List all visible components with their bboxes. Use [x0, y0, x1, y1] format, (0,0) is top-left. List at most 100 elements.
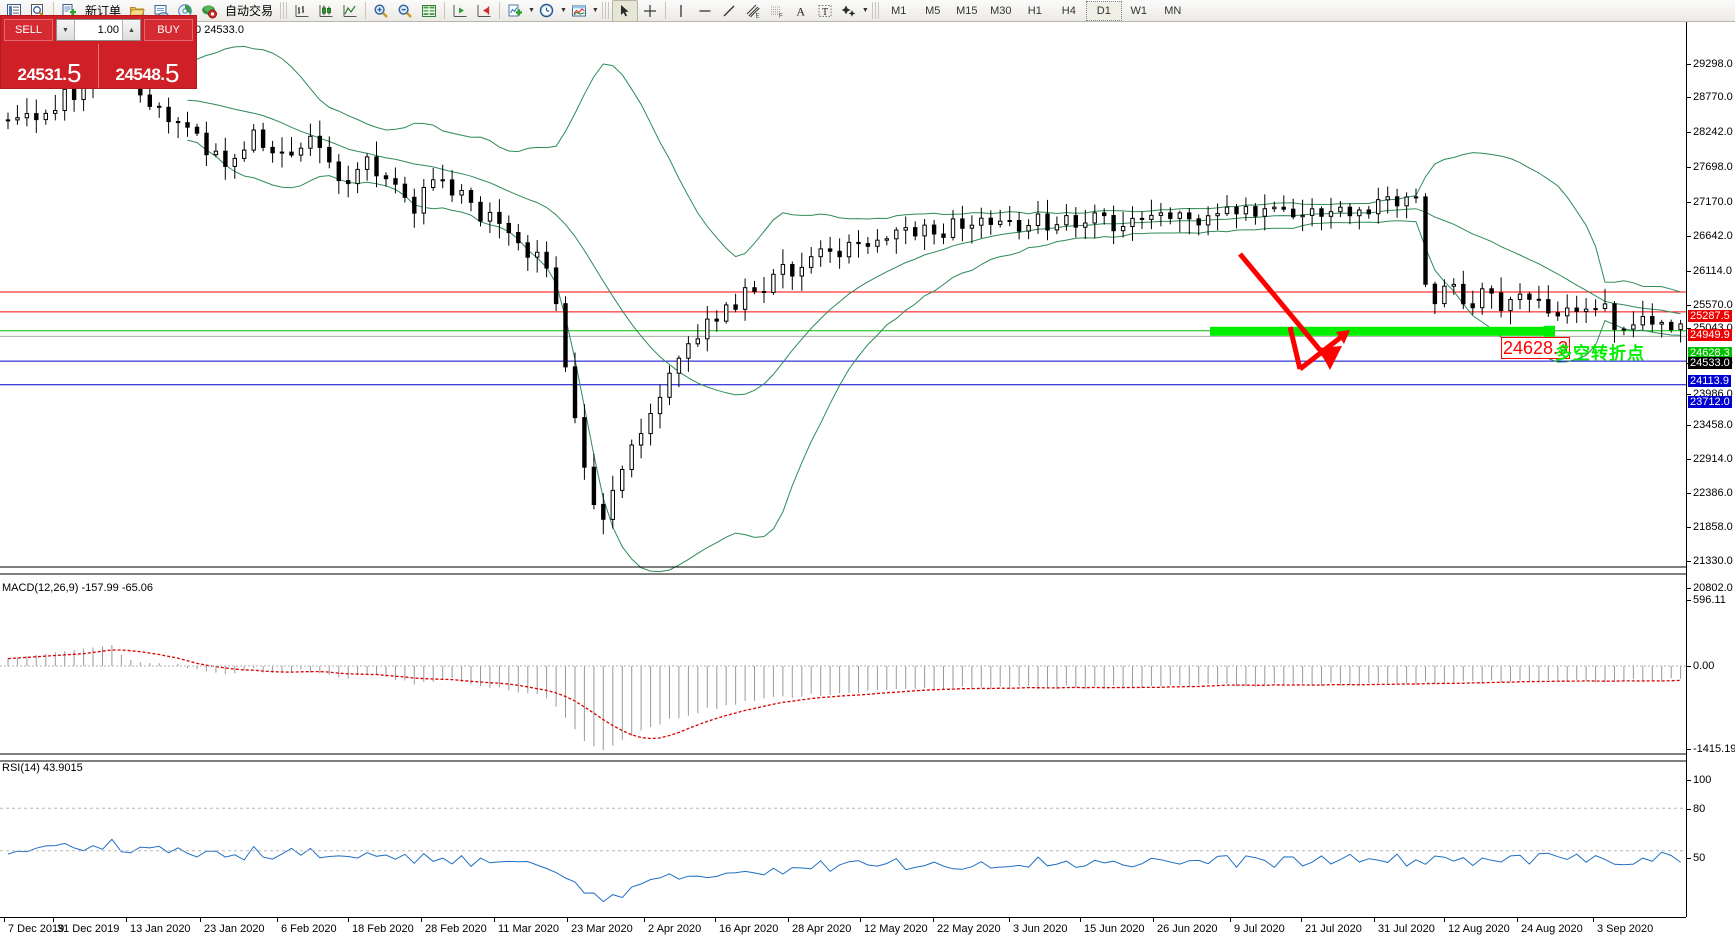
price-level-badge[interactable]: 24949.9 [1688, 329, 1732, 341]
grid-icon[interactable] [417, 1, 441, 21]
sell-button[interactable]: SELL [4, 19, 53, 41]
zoom-in-icon[interactable] [369, 1, 393, 21]
templates-icon[interactable] [567, 1, 591, 21]
buy-price-main: 24548 [115, 65, 161, 84]
price-axis-label: 28242.0 [1693, 126, 1733, 138]
price-level-badge[interactable]: 25287.5 [1688, 310, 1732, 322]
macd-scale-label: -1415.19 [1693, 743, 1735, 755]
cursor-icon[interactable] [611, 0, 638, 22]
date-axis-tick [4, 918, 5, 922]
chart-shift-icon[interactable] [472, 1, 496, 21]
date-axis-tick [1230, 918, 1231, 922]
chevron-down-icon[interactable]: ▼ [591, 7, 599, 14]
price-axis-label: 22914.0 [1693, 453, 1733, 465]
price-tag-annotation[interactable]: 24628.3 [1501, 337, 1571, 359]
toolbar-grip[interactable] [601, 2, 609, 19]
add-indicator-icon[interactable] [503, 1, 527, 21]
timeframe-m5-button[interactable]: M5 [925, 4, 941, 17]
date-axis-label: 28 Apr 2020 [792, 923, 852, 935]
sell-price[interactable]: 24531. 5 [1, 44, 98, 88]
price-axis[interactable]: 29298.0 28770.0 28242.0 27698.0 27170.0 26642… [1686, 22, 1735, 917]
toolbar-separator [444, 2, 446, 19]
zoom-out-icon[interactable] [393, 1, 417, 21]
date-axis-label: 18 Feb 2020 [352, 923, 414, 935]
buy-button[interactable]: BUY [144, 19, 193, 41]
date-axis-tick [1009, 918, 1010, 922]
horizontal-line-icon[interactable] [693, 1, 717, 21]
rsi-scale-label: 50 [1693, 852, 1706, 864]
volume-decrease-icon[interactable]: ▼ [57, 20, 75, 40]
date-axis-label: 16 Apr 2020 [719, 923, 779, 935]
date-axis-label: 23 Mar 2020 [571, 923, 633, 935]
timeframe-m1-button[interactable]: M1 [891, 4, 907, 17]
equidistant-channel-icon[interactable]: E [741, 1, 765, 21]
date-axis-label: 11 Mar 2020 [498, 923, 559, 935]
price-chart-canvas[interactable] [0, 22, 1686, 917]
date-axis-tick [277, 918, 278, 922]
price-tag-text: 24628.3 [1503, 338, 1569, 358]
price-axis-label: 26642.0 [1693, 230, 1733, 242]
vertical-line-icon[interactable] [669, 1, 693, 21]
price-axis-label: 21330.0 [1693, 555, 1733, 567]
auto-trading-label[interactable]: 自动交易 [225, 4, 274, 18]
trade-panel-controls: SELL ▼ 1.00 ▲ BUY [1, 16, 196, 44]
chevron-down-icon[interactable]: ▼ [559, 7, 567, 14]
chart-window[interactable]: HK50-,Daily 24566.0 24717.0 24471.0 2453… [0, 22, 1735, 942]
line-chart-icon[interactable] [338, 1, 362, 21]
chevron-down-icon[interactable]: ▼ [528, 7, 535, 14]
date-axis-label: 28 Feb 2020 [425, 923, 487, 935]
price-axis-label: 22386.0 [1693, 487, 1733, 499]
text-icon[interactable]: A [789, 1, 813, 21]
timeframe-group: M1 M5 M15 M30 H1 H4 D1 W1 MN [882, 0, 1190, 21]
price-level-badge[interactable]: 23712.0 [1688, 396, 1732, 408]
date-axis-tick [1444, 918, 1445, 922]
timeframe-h4-button[interactable]: H4 [1061, 4, 1076, 17]
date-axis-label: 31 Dec 2019 [57, 923, 120, 935]
new-order-label[interactable]: 新订单 [85, 4, 122, 18]
toolbar-grip[interactable] [280, 2, 288, 19]
auto-scroll-icon[interactable] [448, 1, 472, 21]
price-level-badge[interactable]: 24628.3 [1688, 347, 1732, 359]
timeframe-w1-button[interactable]: W1 [1130, 4, 1148, 17]
date-axis-label: 12 Aug 2020 [1448, 923, 1510, 935]
timeframe-m15-button[interactable]: M15 [956, 4, 978, 17]
date-axis-label: 3 Sep 2020 [1597, 923, 1654, 935]
sell-price-decimal: 5 [67, 58, 82, 88]
strategy-tester-icon[interactable] [173, 1, 197, 21]
toolbar-separator [365, 2, 367, 19]
auto-trading-icon[interactable] [197, 1, 221, 21]
toolbar-grip[interactable] [871, 2, 879, 19]
chevron-down-icon[interactable]: ▼ [861, 7, 869, 14]
date-axis-label: 26 Jun 2020 [1157, 923, 1218, 935]
buy-price[interactable]: 24548. 5 [98, 44, 196, 88]
crosshair-icon[interactable] [638, 1, 662, 21]
volume-increase-icon[interactable]: ▲ [122, 20, 140, 40]
date-axis-tick [348, 918, 349, 922]
one-click-trading-panel[interactable]: SELL ▼ 1.00 ▲ BUY 24531. 5 24548. 5 [0, 15, 197, 89]
timeframe-m30-button[interactable]: M30 [990, 4, 1012, 17]
timeframe-d1-button[interactable]: D1 [1085, 0, 1122, 21]
volume-input[interactable]: 1.00 [97, 24, 119, 36]
date-axis[interactable]: 7 Dec 2019 31 Dec 2019 13 Jan 2020 23 Jan 2… [0, 917, 1686, 943]
candlestick-chart-icon[interactable] [314, 1, 338, 21]
fibonacci-icon[interactable]: F [765, 1, 789, 21]
price-level-badge[interactable]: 24113.9 [1688, 375, 1731, 387]
price-axis-tick [1687, 328, 1691, 329]
date-axis-label: 12 May 2020 [864, 923, 928, 935]
price-axis-tick [1687, 588, 1691, 589]
market-watch-icon[interactable] [2, 1, 26, 21]
date-axis-label: 31 Jul 2020 [1378, 923, 1435, 935]
timeframe-mn-button[interactable]: MN [1164, 4, 1182, 17]
date-axis-label: 22 May 2020 [937, 923, 1001, 935]
clock-icon[interactable] [535, 1, 559, 21]
date-axis-tick [860, 918, 861, 922]
turning-point-note[interactable]: 多空转折点 [1555, 339, 1645, 364]
timeframe-h1-button[interactable]: H1 [1027, 4, 1042, 17]
price-axis-label: 25570.0 [1693, 299, 1733, 311]
bar-chart-icon[interactable] [290, 1, 314, 21]
trendline-icon[interactable] [717, 1, 741, 21]
volume-stepper[interactable]: ▼ 1.00 ▲ [56, 19, 141, 41]
shapes-icon[interactable] [837, 1, 861, 21]
text-label-icon[interactable]: T [813, 1, 837, 21]
price-level-badge[interactable]: 24533.0 [1688, 357, 1732, 369]
